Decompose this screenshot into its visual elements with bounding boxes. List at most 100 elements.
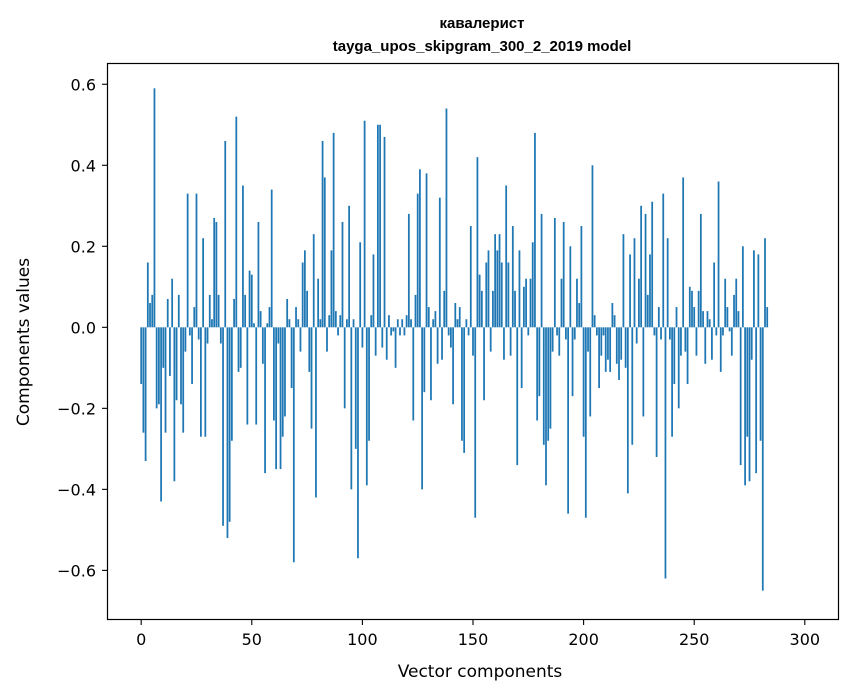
bar-101: [363, 120, 366, 328]
bar-273: [744, 327, 746, 486]
bar-226: [640, 205, 643, 328]
bar-220: [626, 327, 629, 494]
bar-88: [334, 311, 337, 328]
chart-title: кавалерист: [440, 15, 525, 32]
bar-200: [582, 327, 585, 437]
bar-189: [558, 327, 561, 356]
bar-213: [611, 303, 614, 328]
bar-45: [239, 327, 242, 368]
bar-135: [438, 197, 441, 328]
bar-211: [607, 327, 609, 360]
bar-87: [332, 132, 335, 328]
bar-238: [666, 238, 669, 328]
bar-167: [509, 327, 512, 356]
bar-43: [235, 116, 238, 328]
bar-150: [472, 327, 474, 356]
bar-236: [662, 193, 665, 328]
bar-240: [671, 327, 673, 437]
bar-26: [197, 327, 200, 340]
bar-23: [191, 327, 193, 385]
bar-179: [536, 327, 539, 421]
bar-149: [469, 226, 472, 328]
bar-231: [651, 201, 654, 328]
bar-270: [737, 311, 740, 328]
bar-15: [173, 327, 176, 482]
bar-171: [518, 250, 521, 328]
bar-0: [140, 327, 143, 385]
bar-209: [602, 327, 605, 336]
bar-194: [569, 246, 572, 328]
bar-2: [144, 327, 147, 462]
bar-104: [370, 315, 373, 328]
bar-241: [673, 327, 676, 385]
bar-190: [560, 278, 563, 328]
bar-214: [613, 315, 616, 328]
bar-230: [649, 254, 651, 328]
x-tick-label: 150: [458, 630, 489, 649]
bar-73: [301, 262, 304, 328]
bar-68: [290, 327, 293, 389]
bar-239: [668, 327, 671, 340]
bar-47: [244, 294, 247, 328]
bar-158: [489, 327, 492, 352]
bar-181: [540, 213, 543, 328]
bar-165: [505, 185, 508, 328]
bar-103: [368, 327, 370, 441]
bar-192: [565, 327, 567, 340]
bar-266: [728, 327, 731, 332]
bar-183: [545, 327, 547, 486]
y-tick-label: −0.6: [57, 561, 96, 580]
y-tick-label: −0.4: [57, 480, 96, 499]
bar-262: [719, 327, 722, 372]
bar-9: [160, 327, 162, 502]
x-axis-label: Vector components: [398, 662, 563, 682]
bar-197: [576, 278, 578, 328]
bar-134: [436, 327, 439, 364]
bar-203: [589, 327, 592, 417]
bar-275: [748, 327, 751, 482]
bar-95: [350, 327, 353, 490]
bar-97: [354, 327, 357, 449]
bar-129: [425, 173, 428, 328]
bar-90: [339, 315, 342, 328]
bar-195: [571, 327, 574, 397]
bar-79: [315, 327, 317, 498]
bar-76: [308, 327, 311, 372]
bar-106: [374, 327, 377, 356]
bar-116: [396, 319, 399, 328]
bar-172: [520, 327, 523, 389]
bar-223: [633, 238, 636, 328]
bar-163: [500, 262, 503, 328]
bar-65: [284, 327, 286, 417]
bar-54: [259, 311, 262, 328]
bar-7: [155, 327, 158, 409]
bar-160: [494, 234, 497, 328]
bar-164: [503, 327, 505, 360]
bar-37: [222, 327, 224, 526]
bar-86: [330, 250, 333, 328]
bar-140: [449, 327, 452, 348]
bar-173: [522, 286, 525, 328]
y-tick-label: 0.2: [71, 237, 96, 256]
bar-153: [478, 274, 481, 328]
bar-46: [242, 185, 244, 328]
bar-242: [675, 307, 678, 328]
x-axis-ticks: 0 50 100 150 200 250 300: [136, 619, 820, 649]
bar-201: [584, 327, 587, 518]
bar-74: [303, 250, 306, 328]
x-tick-label: 200: [568, 630, 599, 649]
bar-85: [328, 315, 331, 328]
bar-177: [531, 242, 534, 328]
bar-130: [427, 307, 430, 328]
bar-228: [644, 213, 647, 328]
bar-227: [642, 327, 645, 417]
bar-137: [443, 290, 446, 328]
bar-250: [693, 307, 696, 328]
bar-147: [465, 319, 468, 328]
bar-20: [184, 327, 187, 352]
bar-55: [261, 327, 264, 364]
bar-1: [142, 327, 145, 433]
bar-124: [414, 294, 417, 328]
bar-117: [399, 327, 401, 336]
bar-105: [372, 254, 375, 328]
